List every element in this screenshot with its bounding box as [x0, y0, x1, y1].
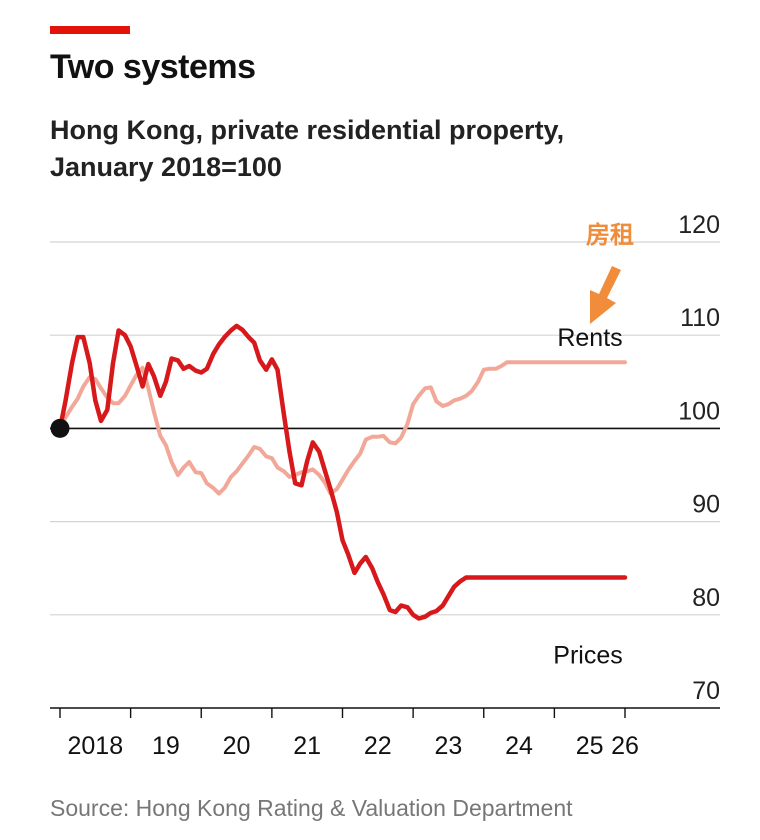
x-tick-label: 2018	[68, 732, 124, 760]
chart-title: Two systems	[50, 48, 256, 86]
source-note: Source: Hong Kong Rating & Valuation Dep…	[50, 795, 573, 821]
y-tick-label: 90	[692, 491, 720, 519]
x-axis: 2018 19 20 21 22 23 24 25 26	[59, 708, 639, 760]
chart-subtitle: Hong Kong, private residential property,…	[50, 112, 690, 186]
y-tick-label: 120	[678, 211, 720, 239]
subtitle-line-1: Hong Kong, private residential property,	[50, 115, 565, 145]
accent-bar	[50, 26, 130, 34]
annotation: 房租	[586, 221, 634, 324]
x-tick-label: 22	[364, 732, 392, 760]
series-line-rents	[58, 360, 627, 496]
x-tick-label: 25	[576, 732, 604, 760]
gridlines	[50, 241, 720, 709]
series-lines	[50, 323, 628, 621]
subtitle-line-2: January 2018=100	[50, 152, 282, 182]
start-point	[50, 418, 70, 438]
y-tick-label: 80	[692, 584, 720, 612]
series-line-prices	[57, 323, 628, 621]
label-prices: Prices	[553, 642, 622, 670]
x-tick-label: 20	[223, 732, 251, 760]
y-tick-label: 100	[678, 397, 720, 425]
x-tick-label: 19	[152, 732, 180, 760]
annotation-label: 房租	[586, 221, 634, 249]
x-tick-label: 24	[505, 732, 533, 760]
arrow-icon	[590, 266, 621, 324]
series-labels: Rents Prices	[553, 324, 622, 669]
line-chart: 120 110 100 90 80 70 2018 19 20 21 22 23 24 25 26 Ren…	[50, 211, 720, 760]
y-tick-label: 110	[680, 304, 720, 332]
y-tick-label: 70	[692, 677, 720, 705]
x-tick-label: 23	[435, 732, 463, 760]
x-tick-label: 21	[293, 732, 321, 760]
label-rents: Rents	[557, 324, 622, 352]
y-axis-ticks: 120 110 100 90 80 70	[678, 211, 720, 705]
x-tick-label: 26	[611, 732, 639, 760]
